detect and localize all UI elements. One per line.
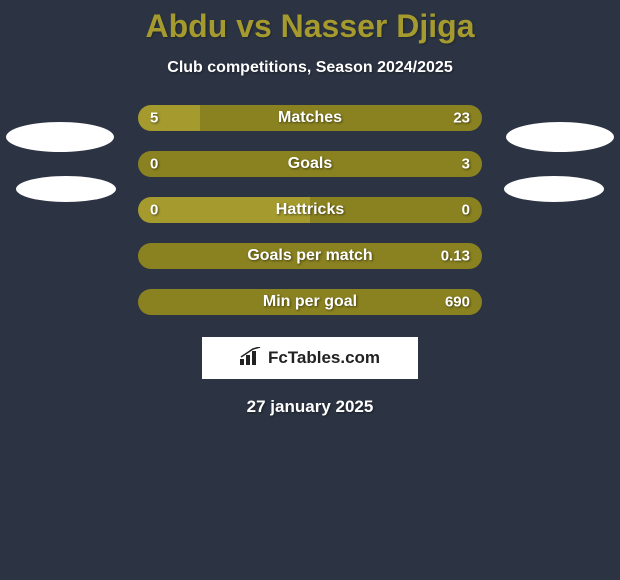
stat-value-right: 23 [453,110,470,127]
stat-label: Min per goal [263,293,357,311]
stat-label: Hattricks [276,201,344,219]
stat-row: Goals per match 0.13 [0,243,620,269]
date-text: 27 january 2025 [0,397,620,417]
bar-wrap: Min per goal 690 [138,289,482,315]
bar-left [138,105,200,131]
brand-text: FcTables.com [268,348,380,368]
page-title: Abdu vs Nasser Djiga [0,0,620,45]
stat-value-right: 0.13 [441,248,470,265]
bar-wrap: Goals per match 0.13 [138,243,482,269]
stat-label: Goals [288,155,332,173]
stat-value-left: 0 [150,202,158,219]
stat-value-right: 3 [462,156,470,173]
stat-value-right: 0 [462,202,470,219]
bar-wrap: Matches 5 23 [138,105,482,131]
stat-label: Goals per match [247,247,372,265]
stat-row: Goals 0 3 [0,151,620,177]
stat-row: Matches 5 23 [0,105,620,131]
bar-wrap: Hattricks 0 0 [138,197,482,223]
stat-label: Matches [278,109,342,127]
stat-row: Hattricks 0 0 [0,197,620,223]
bar-wrap: Goals 0 3 [138,151,482,177]
stat-row: Min per goal 690 [0,289,620,315]
comparison-card: Abdu vs Nasser Djiga Club competitions, … [0,0,620,580]
brand-chart-icon [240,347,262,370]
subtitle: Club competitions, Season 2024/2025 [0,59,620,77]
stat-value-left: 0 [150,156,158,173]
stat-value-left: 5 [150,110,158,127]
brand-box: FcTables.com [202,337,418,379]
stat-value-right: 690 [445,294,470,311]
